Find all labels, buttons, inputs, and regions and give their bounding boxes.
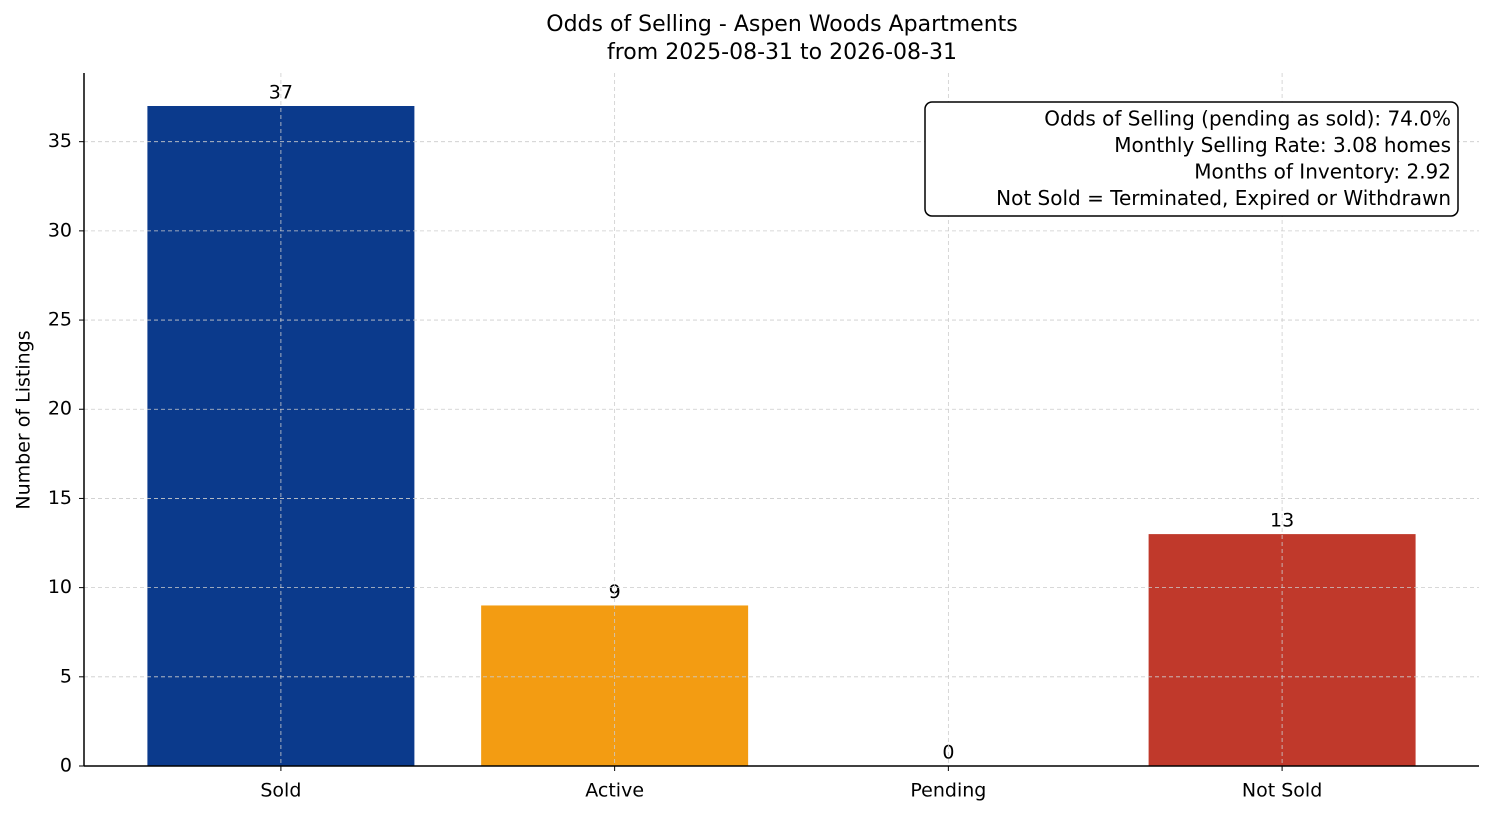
y-axis-label: Number of Listings	[13, 330, 35, 509]
value-label: 37	[269, 82, 293, 104]
x-tick-label: Active	[585, 780, 644, 802]
chart-subtitle: from 2025-08-31 to 2026-08-31	[607, 40, 957, 65]
y-tick-label: 20	[48, 398, 72, 420]
y-tick-label: 15	[48, 487, 72, 509]
annotation-box	[924, 101, 1459, 217]
y-tick-label: 0	[60, 755, 72, 777]
y-tick-label: 25	[48, 309, 72, 331]
chart-title: Odds of Selling - Aspen Woods Apartments	[546, 12, 1018, 37]
value-label: 13	[1270, 510, 1294, 532]
x-tick-label: Sold	[260, 780, 301, 802]
y-tick-label: 35	[48, 130, 72, 152]
x-tick-label: Pending	[910, 780, 986, 802]
x-tick-label: Not Sold	[1242, 780, 1322, 802]
y-tick-label: 5	[60, 665, 72, 687]
y-tick-label: 30	[48, 219, 72, 241]
y-tick-label: 10	[48, 576, 72, 598]
annotation-line: Not Sold = Terminated, Expired or Withdr…	[996, 186, 1451, 210]
annotation-line: Odds of Selling (pending as sold): 74.0%	[1044, 107, 1451, 131]
annotation-line: Monthly Selling Rate: 3.08 homes	[1114, 133, 1451, 157]
bar	[147, 106, 415, 766]
annotation-line: Months of Inventory: 2.92	[1194, 160, 1451, 184]
